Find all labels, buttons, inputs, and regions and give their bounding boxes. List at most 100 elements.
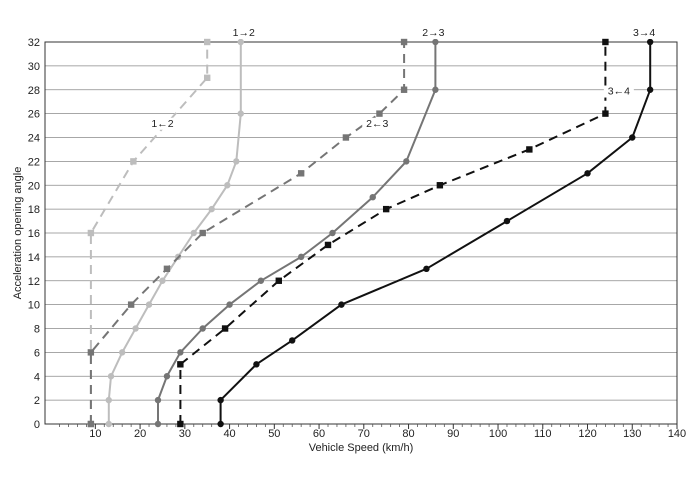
data-point [233,158,240,165]
data-point [584,170,591,177]
data-point [376,110,383,117]
series-label: 2→3 [422,27,444,39]
x-tick-label: 30 [179,428,191,440]
data-point [602,38,609,46]
series-line [107,42,242,424]
data-point [257,277,265,284]
series-label-bg [362,117,393,130]
series-label: 3←4 [608,86,630,98]
data-point [297,170,305,177]
data-point [177,361,184,368]
x-tick-label: 10 [89,428,101,440]
data-point [369,193,376,201]
data-point [526,146,533,153]
x-tick-label: 130 [623,428,641,440]
data-point [329,229,336,237]
data-point [154,420,162,428]
series-label: 1←2 [151,118,173,130]
x-tick-label: 100 [489,428,507,440]
y-tick-label: 0 [34,419,40,431]
data-point [118,349,126,356]
data-point [646,38,654,46]
series-label-bg [629,27,660,39]
data-point [224,182,231,189]
data-point [297,253,305,261]
data-point [105,420,112,428]
x-tick-label: 80 [402,428,414,440]
data-point [87,229,95,237]
data-point [400,86,408,93]
data-point [127,301,135,308]
series-upshift-4 [217,38,654,428]
series-group [87,38,654,428]
data-point [237,110,244,117]
y-tick-label: 8 [34,324,40,336]
data-point [289,337,296,344]
y-tick-label: 4 [34,371,40,383]
series-label-bg [228,27,259,39]
data-point [338,301,345,308]
data-point [221,325,229,332]
data-point [324,241,332,249]
data-point [145,301,153,308]
data-point [646,86,654,93]
series-label-bg [603,85,634,98]
data-point [87,420,95,428]
data-point [342,134,350,141]
data-point [629,134,636,141]
data-point [204,38,211,46]
x-tick-label: 40 [223,428,235,440]
y-tick-label: 26 [28,109,40,121]
data-point [436,182,444,189]
y-axis-title: Acceleration opening angle [12,167,24,300]
data-point [107,373,115,380]
y-tick-label: 2 [34,395,40,407]
data-point [217,396,224,404]
x-tick-label: 140 [668,428,686,440]
data-point [602,110,609,117]
data-point [503,217,511,225]
series-line [179,42,607,424]
series-label: 2←3 [366,118,388,130]
y-tick-label: 28 [28,85,40,97]
y-tick-label: 20 [28,180,40,192]
y-tick-label: 22 [28,156,40,168]
data-point [217,420,224,428]
y-tick-label: 10 [28,300,40,312]
x-tick-label: 50 [268,428,280,440]
y-tick-label: 24 [28,133,40,145]
series-label-bg [147,117,178,130]
data-point [275,277,282,284]
data-point [87,349,95,356]
plot-frame [44,41,678,425]
x-tick-label: 120 [578,428,596,440]
data-point [177,349,184,356]
series-upshift-2 [154,38,439,428]
data-point [423,265,430,273]
x-tick-label: 20 [134,428,146,440]
y-tick-label: 16 [28,228,40,240]
data-point [159,277,166,284]
series-label-bg [418,27,449,39]
x-tick-label: 70 [358,428,370,440]
series-label: 1→2 [233,27,255,39]
series-downshift-3 [87,38,408,428]
series-label: 3→4 [633,27,655,39]
x-tick-label: 90 [447,428,459,440]
grid [45,41,677,401]
data-point [163,265,171,273]
y-tick-label: 6 [34,347,40,359]
y-tick-label: 30 [28,61,40,73]
data-point [432,86,439,93]
data-point [105,396,112,404]
series-line [89,42,406,424]
data-point [204,74,211,82]
y-tick-label: 18 [28,204,40,216]
data-point [400,38,408,46]
data-point [226,301,233,308]
x-tick-label: 60 [313,428,325,440]
y-tick-label: 14 [28,252,40,264]
data-point [208,205,215,213]
